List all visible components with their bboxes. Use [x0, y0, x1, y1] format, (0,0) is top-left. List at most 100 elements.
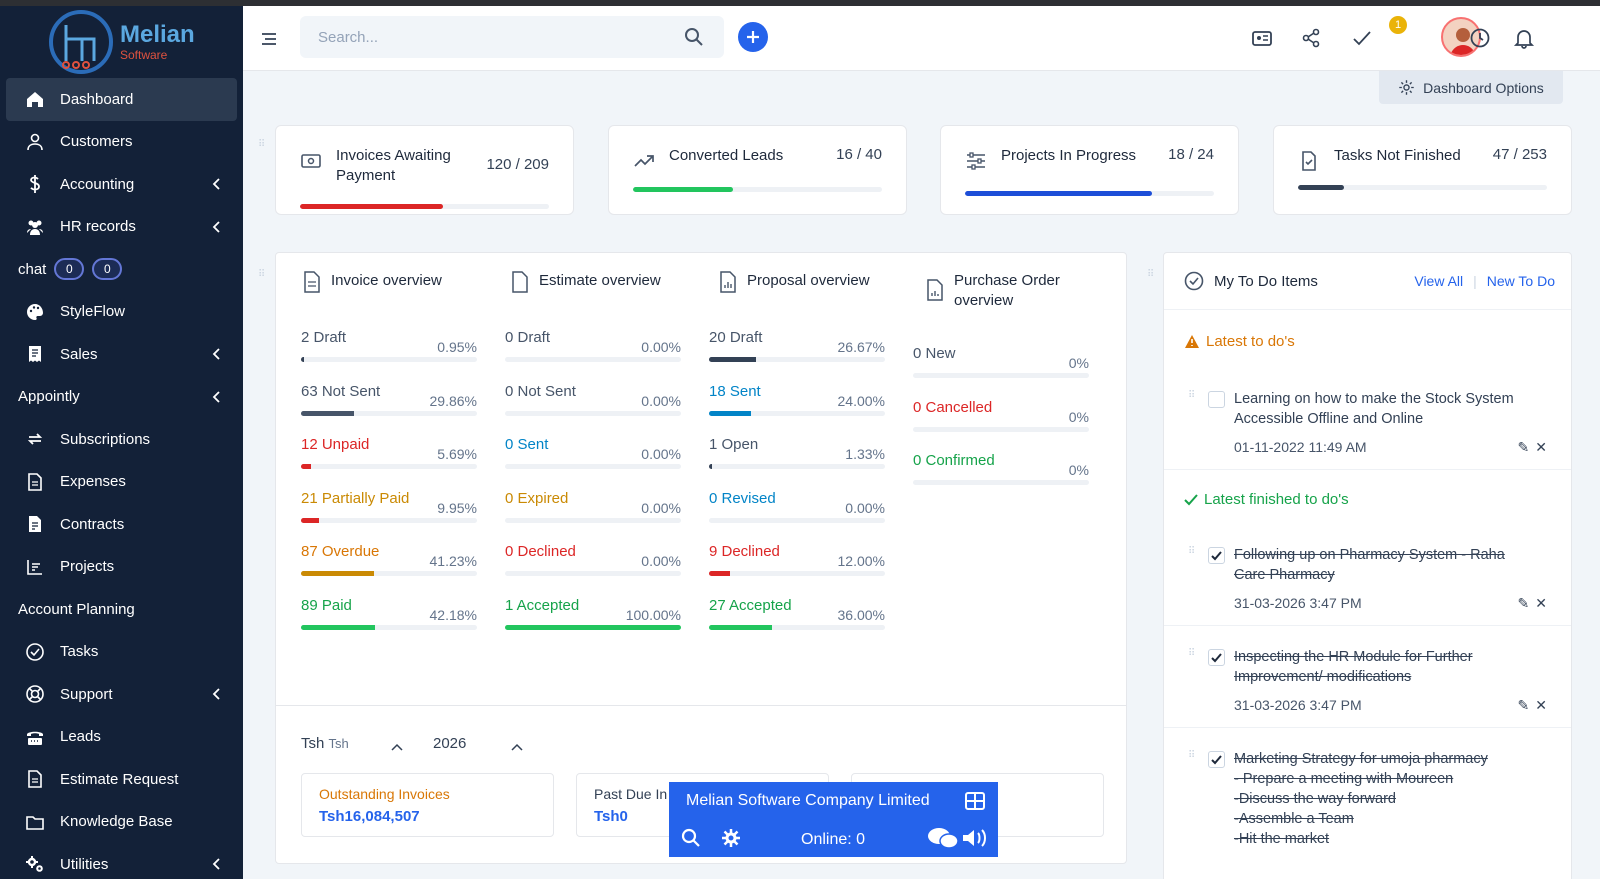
sidebar-item-hr-records[interactable]: HR records: [6, 206, 237, 249]
stat-card-tasks[interactable]: Tasks Not Finished 47 / 253: [1273, 125, 1572, 215]
todo-checkbox-checked[interactable]: [1208, 649, 1225, 666]
proposal-overview-header[interactable]: Proposal overview: [719, 271, 870, 293]
sidebar-item-sales[interactable]: Sales: [6, 333, 237, 376]
quick-add-button[interactable]: [738, 22, 768, 52]
drag-handle[interactable]: ⠿: [1188, 648, 1196, 659]
estimate-overview-row[interactable]: 1 Accepted 100.00%: [505, 597, 681, 637]
contact-card-icon[interactable]: [1251, 27, 1273, 49]
edit-icon[interactable]: ✎: [1517, 439, 1530, 455]
year-selector[interactable]: 2026: [433, 735, 467, 752]
invoice-overview-row[interactable]: 87 Overdue 41.23%: [301, 543, 477, 583]
proposal-overview-row[interactable]: 18 Sent 24.00%: [709, 383, 885, 423]
gear-icon[interactable]: [721, 828, 741, 848]
purchase-overview-row[interactable]: 0 New 0%: [913, 345, 1089, 385]
sidebar-item-contracts[interactable]: Contracts: [6, 503, 237, 546]
estimate-overview-row[interactable]: 0 Draft 0.00%: [505, 329, 681, 369]
invoice-overview-row[interactable]: 89 Paid 42.18%: [301, 597, 477, 637]
proposal-overview-row[interactable]: 9 Declined 12.00%: [709, 543, 885, 583]
invoice-overview-row[interactable]: 12 Unpaid 5.69%: [301, 436, 477, 476]
todo-checkbox-checked[interactable]: [1208, 751, 1225, 768]
chevron-left-icon[interactable]: [211, 391, 221, 403]
share-icon[interactable]: [1300, 27, 1322, 49]
purchase-overview-header[interactable]: Purchase Order overview: [926, 271, 1086, 311]
chevron-up-icon[interactable]: [511, 743, 523, 751]
todo-item-finished[interactable]: ⠿ Marketing Strategy for umoja pharmacy …: [1184, 749, 1555, 859]
bell-icon[interactable]: [1513, 27, 1535, 49]
invoice-overview-row[interactable]: 2 Draft 0.95%: [301, 329, 477, 369]
search-input[interactable]: Search...: [300, 16, 724, 58]
speaker-icon[interactable]: [961, 827, 989, 849]
sidebar-item-account-planning[interactable]: Account Planning: [6, 588, 237, 631]
chevron-up-icon[interactable]: [391, 743, 403, 751]
sidebar-item-knowledge-base[interactable]: Knowledge Base: [6, 801, 237, 844]
app-logo[interactable]: Melian Software: [0, 6, 243, 78]
todo-check-icon[interactable]: [1351, 27, 1373, 49]
sidebar-item-subscriptions[interactable]: Subscriptions: [6, 418, 237, 461]
close-icon[interactable]: ✕: [1535, 697, 1547, 713]
user-avatar[interactable]: [1441, 17, 1481, 57]
chevron-left-icon[interactable]: [211, 348, 221, 360]
view-all-link[interactable]: View All: [1414, 273, 1464, 289]
estimate-overview-row[interactable]: 0 Expired 0.00%: [505, 490, 681, 530]
sidebar-item-tasks[interactable]: Tasks: [6, 631, 237, 674]
proposal-overview-row[interactable]: 20 Draft 26.67%: [709, 329, 885, 369]
dashboard-options-button[interactable]: Dashboard Options: [1379, 71, 1563, 104]
currency-selector[interactable]: Tsh Tsh: [301, 735, 349, 752]
chat-count-badge[interactable]: 0: [54, 258, 85, 281]
sidebar-item-estimate-request[interactable]: Estimate Request: [6, 758, 237, 801]
clock-icon[interactable]: [1469, 27, 1491, 49]
chevron-left-icon[interactable]: [211, 221, 221, 233]
todo-checkbox-checked[interactable]: [1208, 547, 1225, 564]
sidebar-item-customers[interactable]: Customers: [6, 121, 237, 164]
chat-widget[interactable]: Melian Software Company Limited Online: …: [669, 782, 998, 857]
new-todo-link[interactable]: New To Do: [1486, 273, 1555, 289]
edit-icon[interactable]: ✎: [1517, 697, 1530, 713]
stat-card-leads[interactable]: Converted Leads 16 / 40: [608, 125, 907, 215]
search-icon[interactable]: [684, 27, 704, 47]
drag-handle[interactable]: ⠿: [1188, 390, 1196, 401]
sidebar-item-projects[interactable]: Projects: [6, 546, 237, 589]
drag-handle[interactable]: ⠿: [258, 269, 267, 280]
todo-checkbox[interactable]: [1208, 391, 1225, 408]
purchase-overview-row[interactable]: 0 Cancelled 0%: [913, 399, 1089, 439]
sidebar-item-support[interactable]: Support: [6, 673, 237, 716]
sidebar-item-chat[interactable]: chat 0 0: [6, 248, 237, 291]
todo-item-finished[interactable]: ⠿ Inspecting the HR Module for Further I…: [1184, 647, 1555, 727]
menu-toggle-icon[interactable]: [261, 32, 277, 46]
chevron-left-icon[interactable]: [211, 178, 221, 190]
stat-card-projects[interactable]: Projects In Progress 18 / 24: [940, 125, 1239, 215]
purchase-overview-row[interactable]: 0 Confirmed 0%: [913, 452, 1089, 492]
drag-handle[interactable]: ⠿: [1147, 269, 1156, 280]
sidebar-item-accounting[interactable]: Accounting: [6, 163, 237, 206]
proposal-overview-row[interactable]: 0 Revised 0.00%: [709, 490, 885, 530]
outstanding-invoices-card[interactable]: Outstanding Invoices Tsh16,084,507: [301, 773, 554, 837]
invoice-overview-header[interactable]: Invoice overview: [303, 271, 442, 293]
proposal-overview-row[interactable]: 1 Open 1.33%: [709, 436, 885, 476]
invoice-overview-row[interactable]: 63 Not Sent 29.86%: [301, 383, 477, 423]
invoice-overview-row[interactable]: 21 Partially Paid 9.95%: [301, 490, 477, 530]
chevron-left-icon[interactable]: [211, 688, 221, 700]
close-icon[interactable]: ✕: [1535, 439, 1547, 455]
close-icon[interactable]: ✕: [1535, 595, 1547, 611]
edit-icon[interactable]: ✎: [1517, 595, 1530, 611]
sidebar-item-styleflow[interactable]: StyleFlow: [6, 291, 237, 334]
proposal-overview-row[interactable]: 27 Accepted 36.00%: [709, 597, 885, 637]
chat-bubbles-icon[interactable]: [927, 827, 959, 849]
stat-card-invoices[interactable]: Invoices Awaiting Payment 120 / 209: [275, 125, 574, 215]
estimate-overview-row[interactable]: 0 Sent 0.00%: [505, 436, 681, 476]
sidebar-item-appointly[interactable]: Appointly: [6, 376, 237, 419]
sidebar-item-utilities[interactable]: Utilities: [6, 843, 237, 879]
todo-item[interactable]: ⠿ Learning on how to make the Stock Syst…: [1184, 389, 1555, 469]
todo-item-finished[interactable]: ⠿ Following up on Pharmacy System - Raha…: [1184, 545, 1555, 625]
sidebar-item-leads[interactable]: Leads: [6, 716, 237, 759]
drag-handle[interactable]: ⠿: [1188, 546, 1196, 557]
estimate-overview-row[interactable]: 0 Not Sent 0.00%: [505, 383, 681, 423]
chevron-left-icon[interactable]: [211, 858, 221, 870]
grid-icon[interactable]: [965, 792, 985, 810]
search-icon[interactable]: [681, 828, 701, 848]
drag-handle[interactable]: ⠿: [258, 139, 267, 150]
estimate-overview-row[interactable]: 0 Declined 0.00%: [505, 543, 681, 583]
estimate-overview-header[interactable]: Estimate overview: [511, 271, 661, 293]
drag-handle[interactable]: ⠿: [1188, 750, 1196, 761]
chat-count-badge[interactable]: 0: [92, 258, 123, 281]
